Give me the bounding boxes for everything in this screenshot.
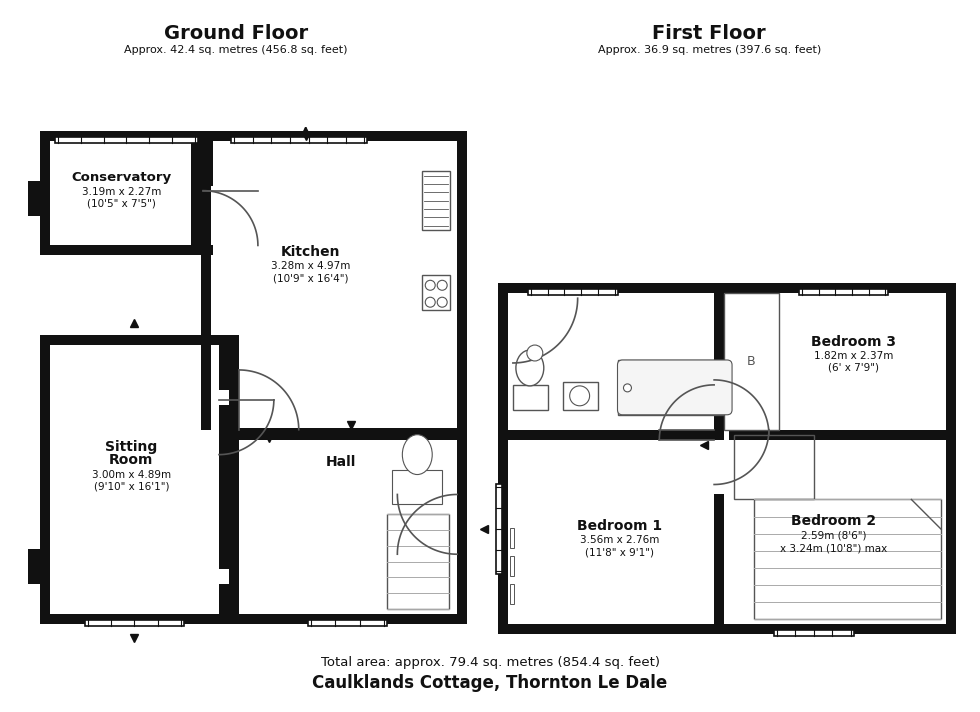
Text: Sitting: Sitting — [105, 439, 158, 454]
Text: Room: Room — [109, 453, 154, 466]
Bar — [714, 293, 724, 440]
Bar — [201, 131, 467, 141]
Text: (6' x 7'9"): (6' x 7'9") — [828, 363, 879, 373]
Text: Hall: Hall — [325, 454, 356, 468]
Circle shape — [623, 384, 631, 392]
Bar — [229, 614, 467, 624]
Bar — [55, 137, 198, 143]
Bar — [496, 484, 502, 574]
Bar — [229, 335, 239, 624]
Text: 3.00m x 4.89m: 3.00m x 4.89m — [92, 469, 171, 480]
Text: Total area: approx. 79.4 sq. metres (854.4 sq. feet): Total area: approx. 79.4 sq. metres (854… — [320, 656, 660, 669]
Bar — [40, 246, 213, 256]
Bar — [220, 584, 229, 624]
Text: 3.56m x 2.76m: 3.56m x 2.76m — [580, 535, 660, 545]
Bar — [308, 620, 387, 626]
Bar — [387, 514, 449, 609]
Text: (10'9" x 16'4"): (10'9" x 16'4") — [273, 273, 349, 283]
Text: 3.28m x 4.97m: 3.28m x 4.97m — [271, 261, 351, 271]
Text: Approx. 36.9 sq. metres (397.6 sq. feet): Approx. 36.9 sq. metres (397.6 sq. feet) — [598, 45, 821, 56]
FancyBboxPatch shape — [617, 360, 732, 415]
Bar — [947, 283, 956, 634]
Bar — [27, 549, 40, 584]
Text: First Floor: First Floor — [653, 23, 766, 43]
Bar — [498, 283, 956, 293]
Bar — [27, 181, 40, 216]
Ellipse shape — [515, 350, 544, 386]
Bar — [457, 131, 467, 430]
Text: Caulklands Cottage, Thornton Le Dale: Caulklands Cottage, Thornton Le Dale — [313, 674, 667, 692]
Bar — [84, 620, 184, 626]
Bar — [799, 289, 889, 295]
Bar — [392, 469, 442, 504]
Text: 1.82m x 2.37m: 1.82m x 2.37m — [813, 351, 893, 361]
Bar — [617, 360, 732, 415]
Bar — [508, 430, 714, 440]
Bar — [191, 131, 201, 256]
Bar — [40, 335, 50, 624]
Bar — [513, 385, 548, 410]
Circle shape — [437, 297, 447, 307]
Bar — [498, 283, 508, 634]
Text: 2.59m (8'6"): 2.59m (8'6") — [801, 530, 866, 540]
Text: Approx. 42.4 sq. metres (456.8 sq. feet): Approx. 42.4 sq. metres (456.8 sq. feet) — [124, 45, 348, 56]
Circle shape — [425, 297, 435, 307]
Bar — [729, 430, 947, 440]
Bar — [231, 137, 368, 143]
Ellipse shape — [403, 435, 432, 474]
Bar — [220, 405, 229, 569]
Bar — [724, 293, 779, 430]
Bar — [528, 289, 617, 295]
Bar — [40, 131, 50, 256]
Bar — [203, 131, 213, 186]
Text: Conservatory: Conservatory — [72, 171, 172, 184]
Text: Ground Floor: Ground Floor — [164, 23, 308, 43]
Bar — [422, 276, 450, 310]
Bar — [754, 499, 941, 619]
Bar — [510, 556, 514, 576]
Text: (10'5" x 7'5"): (10'5" x 7'5") — [87, 199, 156, 209]
Bar — [422, 171, 450, 231]
Bar — [498, 624, 956, 634]
Bar — [201, 141, 211, 430]
Circle shape — [425, 281, 435, 290]
Bar — [40, 614, 229, 624]
Bar — [510, 528, 514, 548]
Circle shape — [437, 281, 447, 290]
Bar — [714, 494, 724, 624]
Circle shape — [569, 386, 590, 406]
Bar — [201, 246, 203, 256]
Bar — [40, 131, 213, 141]
Text: Kitchen: Kitchen — [281, 246, 340, 259]
Bar — [220, 428, 467, 440]
Bar — [220, 345, 229, 390]
Circle shape — [527, 345, 543, 361]
Text: (9'10" x 16'1"): (9'10" x 16'1") — [94, 481, 170, 491]
Bar — [563, 382, 598, 410]
Text: (11'8" x 9'1"): (11'8" x 9'1") — [585, 548, 654, 557]
Bar — [774, 630, 854, 636]
Text: Bedroom 2: Bedroom 2 — [791, 514, 876, 528]
Text: B: B — [747, 355, 756, 369]
Text: Bedroom 3: Bedroom 3 — [811, 335, 896, 349]
Bar — [457, 335, 467, 624]
Bar — [40, 335, 229, 345]
Bar — [734, 435, 813, 499]
Text: x 3.24m (10'8") max: x 3.24m (10'8") max — [780, 543, 887, 553]
Text: Bedroom 1: Bedroom 1 — [577, 519, 662, 533]
Text: 3.19m x 2.27m: 3.19m x 2.27m — [81, 187, 161, 197]
Bar — [510, 584, 514, 604]
